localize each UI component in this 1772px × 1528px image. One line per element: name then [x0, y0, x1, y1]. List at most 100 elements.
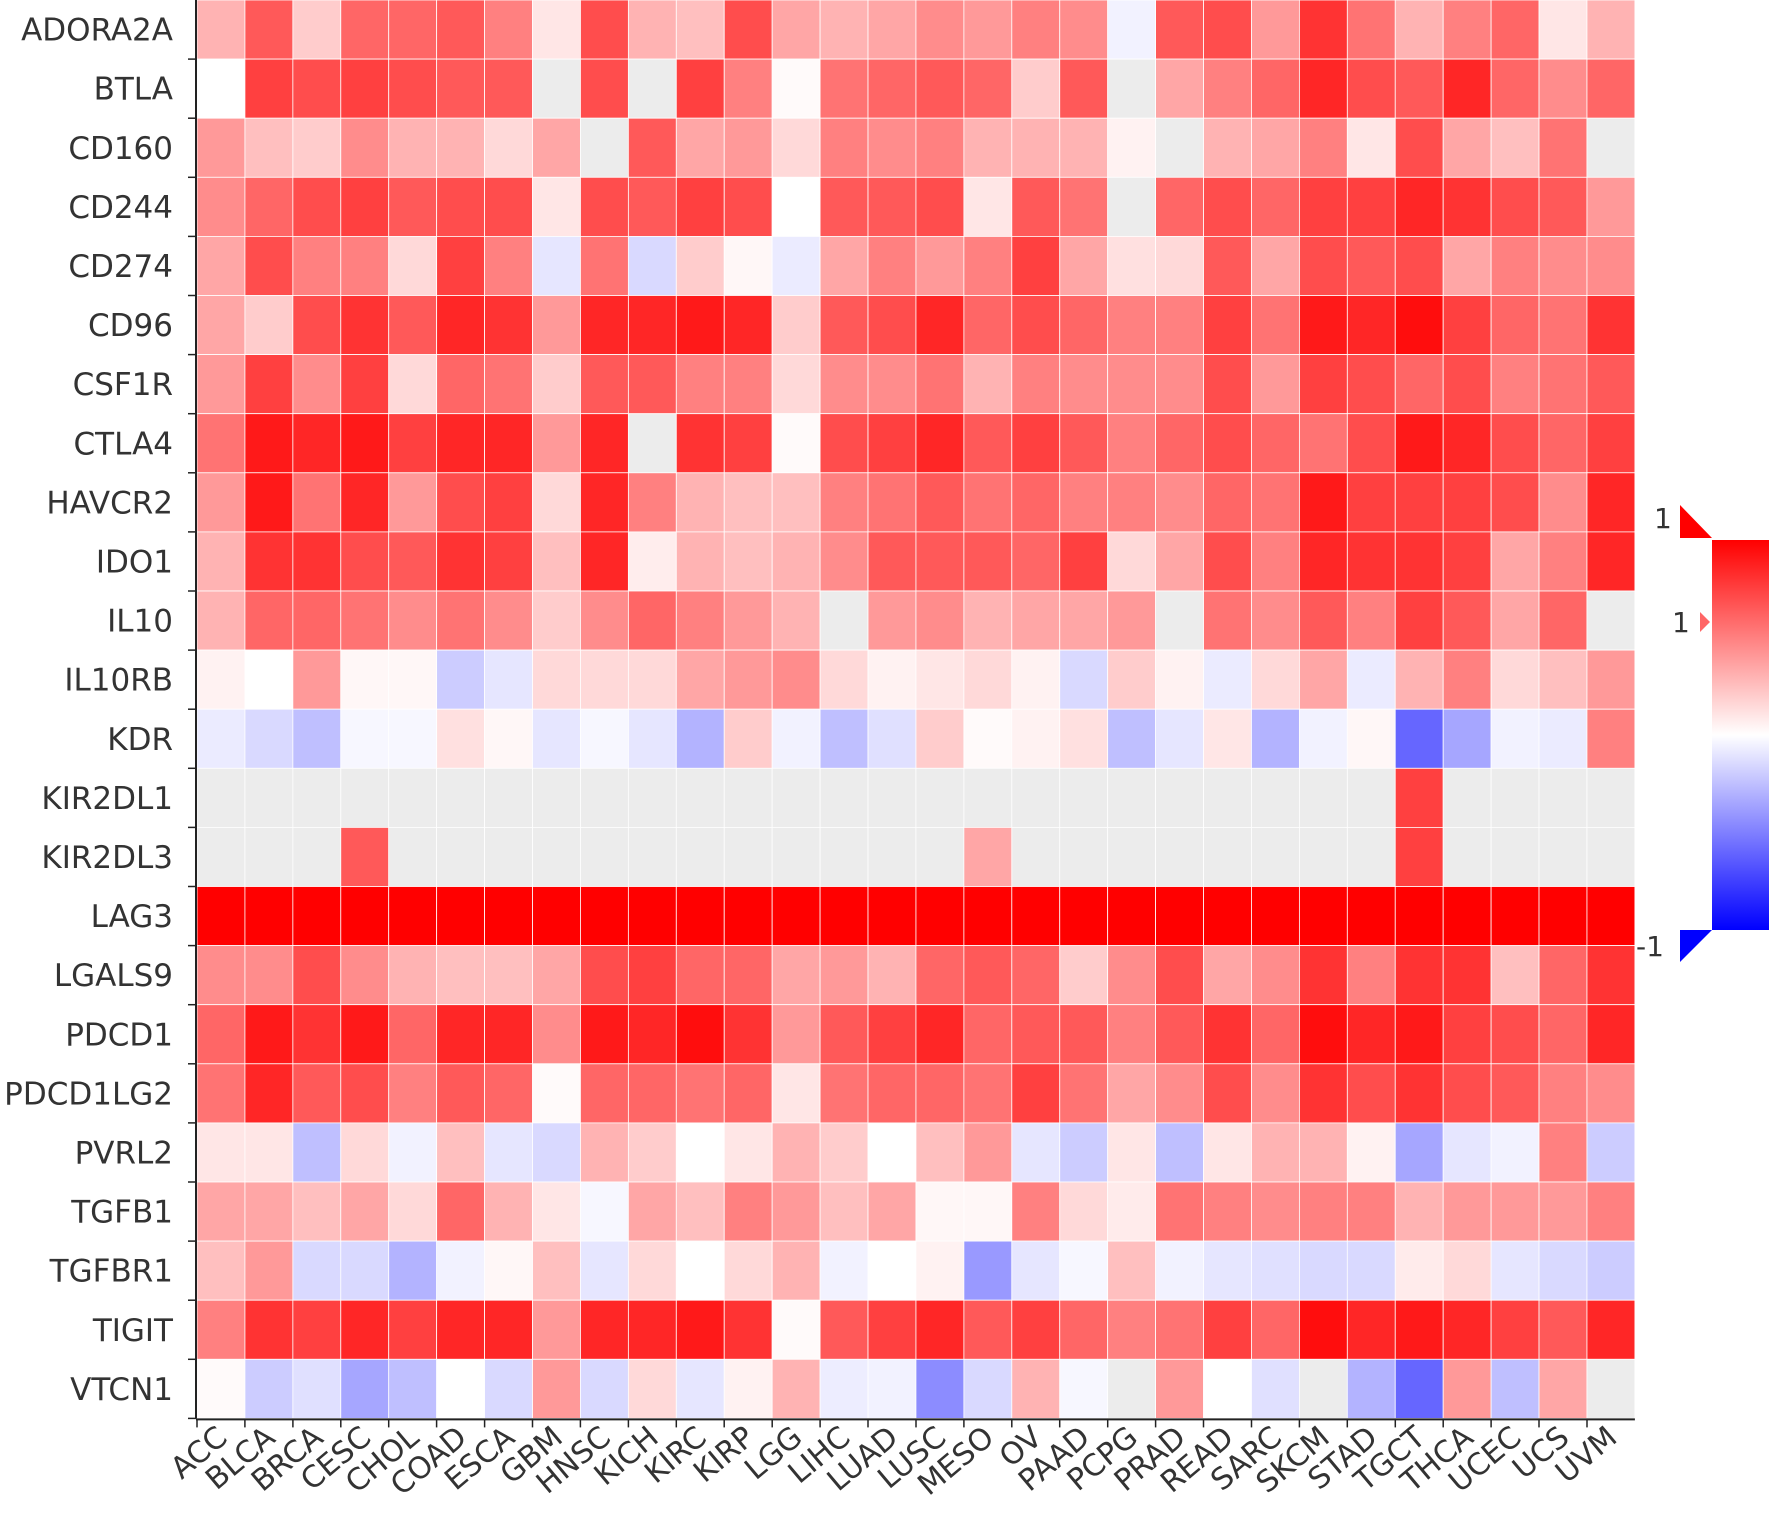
heatmap-cell[interactable] — [532, 767, 581, 828]
heatmap-cell[interactable] — [771, 295, 821, 355]
heatmap-cell[interactable] — [1059, 827, 1109, 887]
heatmap-cell[interactable] — [1442, 649, 1492, 710]
heatmap-cell[interactable] — [1346, 1181, 1396, 1242]
heatmap-cell[interactable] — [388, 1063, 438, 1124]
heatmap-cell[interactable] — [1298, 58, 1348, 119]
heatmap-cell[interactable] — [819, 0, 869, 60]
heatmap-cell[interactable] — [963, 354, 1013, 415]
heatmap-cell[interactable] — [484, 945, 533, 1006]
heatmap-cell[interactable] — [436, 1240, 485, 1301]
heatmap-cell[interactable] — [915, 649, 965, 710]
heatmap-cell[interactable] — [819, 58, 869, 119]
heatmap-cell[interactable] — [1346, 1004, 1396, 1065]
heatmap-cell[interactable] — [819, 117, 869, 178]
colorbar-bottom-handle[interactable] — [1680, 930, 1712, 962]
heatmap-cell[interactable] — [244, 1004, 294, 1065]
heatmap-cell[interactable] — [1155, 708, 1204, 769]
heatmap-cell[interactable] — [723, 886, 773, 946]
heatmap-cell[interactable] — [532, 1358, 581, 1419]
heatmap-cell[interactable] — [388, 1004, 438, 1065]
heatmap-cell[interactable] — [340, 590, 390, 651]
heatmap-cell[interactable] — [627, 1004, 677, 1065]
heatmap-cell[interactable] — [867, 827, 917, 887]
heatmap-cell[interactable] — [1586, 354, 1636, 415]
heatmap-cell[interactable] — [244, 827, 294, 887]
heatmap-cell[interactable] — [1490, 649, 1540, 710]
heatmap-cell[interactable] — [1155, 472, 1204, 533]
heatmap-cell[interactable] — [627, 354, 677, 415]
heatmap-cell[interactable] — [484, 295, 533, 355]
heatmap-cell[interactable] — [1586, 235, 1636, 296]
heatmap-cell[interactable] — [1490, 1063, 1540, 1124]
heatmap-cell[interactable] — [915, 1122, 965, 1183]
heatmap-cell[interactable] — [1155, 531, 1204, 592]
heatmap-cell[interactable] — [1394, 531, 1444, 592]
heatmap-cell[interactable] — [292, 1181, 342, 1242]
heatmap-cell[interactable] — [867, 0, 917, 60]
heatmap-cell[interactable] — [771, 472, 821, 533]
heatmap-cell[interactable] — [1346, 117, 1396, 178]
heatmap-cell[interactable] — [1203, 235, 1252, 296]
heatmap-cell[interactable] — [723, 1063, 773, 1124]
heatmap-cell[interactable] — [675, 1063, 725, 1124]
heatmap-cell[interactable] — [484, 531, 533, 592]
heatmap-cell[interactable] — [340, 649, 390, 710]
heatmap-cell[interactable] — [819, 886, 869, 946]
heatmap-cell[interactable] — [1107, 708, 1157, 769]
heatmap-cell[interactable] — [1346, 827, 1396, 887]
heatmap-cell[interactable] — [580, 413, 629, 474]
heatmap-cell[interactable] — [1298, 413, 1348, 474]
heatmap-cell[interactable] — [1586, 413, 1636, 474]
heatmap-cell[interactable] — [292, 354, 342, 415]
heatmap-cell[interactable] — [915, 886, 965, 946]
heatmap-cell[interactable] — [627, 531, 677, 592]
heatmap-cell[interactable] — [1251, 1240, 1300, 1301]
heatmap-cell[interactable] — [532, 649, 581, 710]
heatmap-cell[interactable] — [819, 413, 869, 474]
heatmap-cell[interactable] — [723, 176, 773, 237]
heatmap-cell[interactable] — [436, 235, 485, 296]
heatmap-cell[interactable] — [627, 235, 677, 296]
heatmap-cell[interactable] — [1346, 649, 1396, 710]
heatmap-cell[interactable] — [1203, 945, 1252, 1006]
heatmap-cell[interactable] — [1059, 1358, 1109, 1419]
heatmap-cell[interactable] — [532, 58, 581, 119]
heatmap-cell[interactable] — [1538, 1122, 1588, 1183]
heatmap-cell[interactable] — [1442, 708, 1492, 769]
heatmap-cell[interactable] — [1107, 1181, 1157, 1242]
heatmap-cell[interactable] — [244, 886, 294, 946]
heatmap-cell[interactable] — [196, 0, 246, 60]
heatmap-cell[interactable] — [484, 886, 533, 946]
heatmap-cell[interactable] — [771, 767, 821, 828]
heatmap-cell[interactable] — [1203, 1299, 1252, 1360]
heatmap-cell[interactable] — [532, 1122, 581, 1183]
heatmap-cell[interactable] — [1442, 295, 1492, 355]
heatmap-cell[interactable] — [1251, 827, 1300, 887]
heatmap-cell[interactable] — [1442, 1358, 1492, 1419]
heatmap-cell[interactable] — [1538, 295, 1588, 355]
heatmap-cell[interactable] — [532, 235, 581, 296]
heatmap-cell[interactable] — [532, 945, 581, 1006]
heatmap-cell[interactable] — [196, 886, 246, 946]
heatmap-cell[interactable] — [1394, 1240, 1444, 1301]
heatmap-cell[interactable] — [244, 235, 294, 296]
heatmap-cell[interactable] — [1203, 1181, 1252, 1242]
heatmap-cell[interactable] — [1298, 235, 1348, 296]
heatmap-cell[interactable] — [1442, 472, 1492, 533]
heatmap-cell[interactable] — [292, 176, 342, 237]
heatmap-cell[interactable] — [1059, 708, 1109, 769]
heatmap-cell[interactable] — [963, 295, 1013, 355]
heatmap-cell[interactable] — [388, 1299, 438, 1360]
heatmap-cell[interactable] — [1011, 1240, 1061, 1301]
heatmap-cell[interactable] — [388, 117, 438, 178]
heatmap-cell[interactable] — [1346, 354, 1396, 415]
heatmap-cell[interactable] — [1490, 1122, 1540, 1183]
heatmap-cell[interactable] — [1394, 0, 1444, 60]
heatmap-cell[interactable] — [1490, 708, 1540, 769]
heatmap-cell[interactable] — [1155, 1240, 1204, 1301]
heatmap-cell[interactable] — [1203, 1240, 1252, 1301]
heatmap-cell[interactable] — [675, 1299, 725, 1360]
heatmap-cell[interactable] — [1538, 1240, 1588, 1301]
heatmap-cell[interactable] — [436, 531, 485, 592]
heatmap-cell[interactable] — [1346, 767, 1396, 828]
